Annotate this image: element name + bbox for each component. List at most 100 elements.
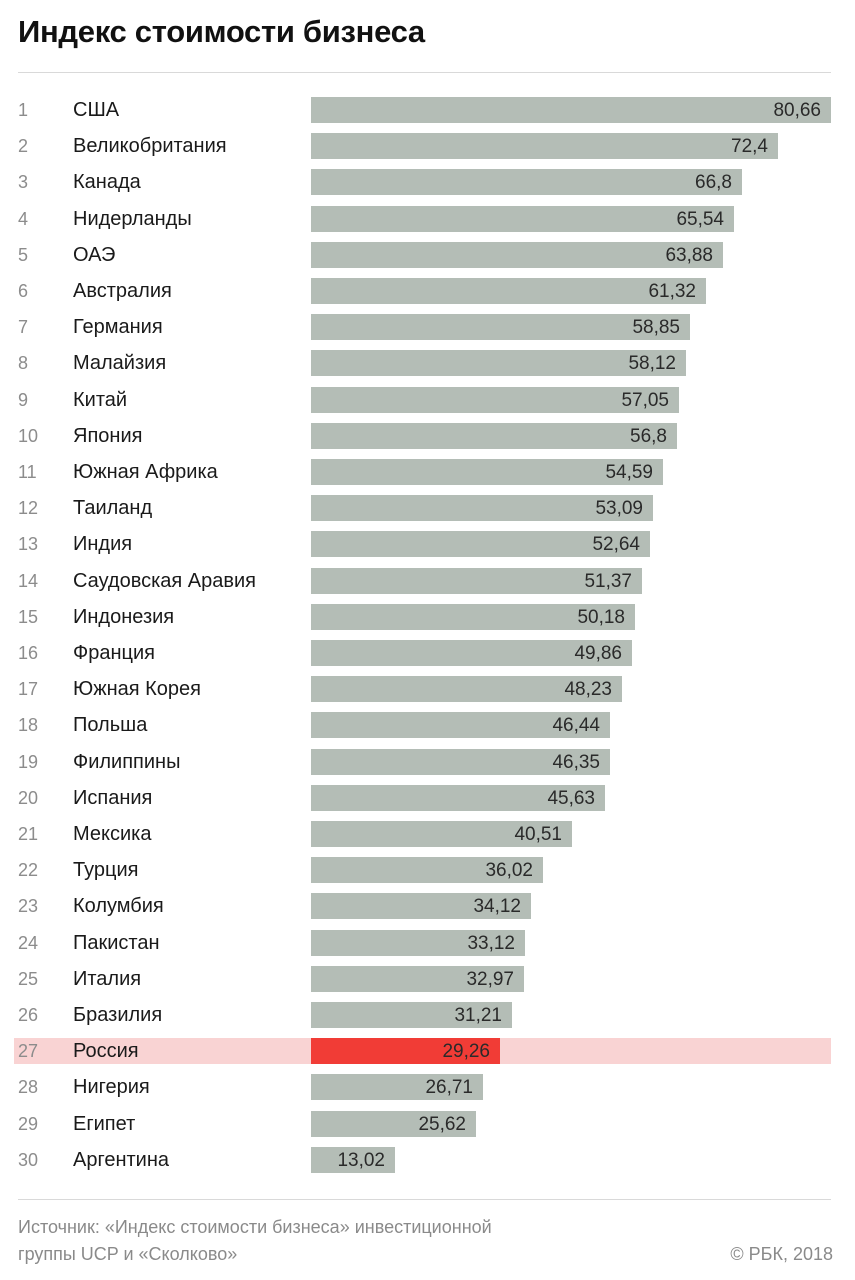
bar-row: 6 Австралия 61,32	[0, 273, 855, 309]
bar-row: 11 Южная Африка 54,59	[0, 454, 855, 490]
bar-row: 28 Нигерия 26,71	[0, 1069, 855, 1105]
value-label: 56,8	[630, 425, 667, 447]
value-label: 31,21	[454, 1005, 502, 1026]
bar	[311, 893, 531, 920]
bar-row: 25 Италия 32,97	[0, 961, 855, 997]
rank-label: 25	[18, 968, 39, 989]
value-label: 34,12	[473, 896, 521, 918]
value-label: 29,26	[442, 1041, 490, 1063]
bar-row: 10 Япония 56,8	[0, 418, 855, 454]
country-label: Мексика	[73, 823, 152, 845]
rank-label: 12	[18, 498, 39, 519]
bar-row: 22 Турция 36,02	[0, 852, 855, 888]
country-label: Россия	[73, 1040, 139, 1063]
country-label: Пакистан	[73, 931, 160, 954]
country-label: Австралия	[73, 280, 172, 302]
bar-row: 1 США 80,66	[0, 92, 855, 128]
value-label: 66,8	[695, 172, 732, 194]
rank-label: 20	[18, 787, 39, 808]
rank-label: 15	[18, 606, 39, 627]
country-label: Германия	[73, 316, 163, 339]
bar-row: 21 Мексика 40,51	[0, 816, 855, 852]
rank-label: 19	[18, 751, 39, 772]
bar	[311, 712, 610, 739]
bar	[311, 1146, 395, 1173]
country-label: Испания	[73, 786, 153, 809]
bar-row: 20 Испания 45,63	[0, 780, 855, 816]
bar	[311, 386, 679, 413]
copyright: © РБК, 2018	[730, 1244, 833, 1264]
bar-row: 8 Малайзия 58,12	[0, 345, 855, 381]
rank-label: 21	[18, 824, 39, 844]
rank-label: 23	[18, 896, 39, 917]
value-label: 49,86	[574, 643, 622, 664]
rank-label: 30	[18, 1149, 39, 1170]
bar-row: 5 ОАЭ 63,88	[0, 237, 855, 273]
source-line-1: Источник: «Индекс стоимости бизнеса» инв…	[18, 1217, 492, 1237]
country-label: Южная Корея	[73, 678, 201, 701]
value-label: 25,62	[418, 1113, 466, 1135]
bar	[311, 748, 610, 775]
value-label: 58,12	[628, 353, 676, 375]
country-label: Колумбия	[73, 895, 164, 918]
rank-label: 9	[18, 389, 29, 410]
rank-label: 14	[18, 570, 39, 591]
bar	[311, 784, 605, 811]
country-label: Южная Африка	[73, 461, 218, 483]
value-label: 45,63	[547, 787, 595, 809]
rank-label: 24	[18, 932, 39, 953]
country-label: Аргентина	[73, 1148, 169, 1171]
rank-label: 5	[18, 244, 29, 265]
bar-row: 16 Франция 49,86	[0, 635, 855, 671]
bar-row: 15 Индонезия 50,18	[0, 599, 855, 635]
rank-label: 18	[18, 715, 39, 736]
bar	[311, 603, 635, 630]
bar	[311, 567, 642, 594]
rank-label: 22	[18, 860, 39, 881]
value-label: 46,35	[552, 751, 600, 773]
country-label: Япония	[73, 424, 143, 447]
bar-row: 3 Канада 66,8	[0, 164, 855, 200]
source-note: Источник: «Индекс стоимости бизнеса» инв…	[18, 1214, 638, 1268]
rank-label: 2	[18, 136, 29, 157]
country-label: Великобритания	[73, 135, 227, 158]
source-line-2: группы UCP и «Сколково»	[18, 1244, 238, 1264]
bar-row: 13 Индия 52,64	[0, 526, 855, 562]
rank-label: 13	[18, 534, 39, 555]
bar-chart: 1 США 80,66 2 Великобритания 72,4 3 Канада 66,8 4…	[0, 92, 855, 1173]
country-label: Индонезия	[73, 605, 175, 628]
value-label: 58,85	[632, 317, 680, 339]
country-label: Нидерланды	[73, 207, 192, 230]
rank-label: 7	[18, 317, 29, 338]
bar	[311, 1110, 476, 1137]
country-label: Канада	[73, 171, 141, 194]
country-label: ОАЭ	[73, 243, 116, 266]
value-label: 13,02	[337, 1149, 385, 1171]
bar	[311, 97, 831, 123]
rank-label: 11	[18, 462, 37, 482]
rank-label: 26	[18, 1005, 39, 1025]
country-label: Египет	[73, 1112, 136, 1135]
bar	[311, 495, 653, 522]
value-label: 52,64	[592, 534, 640, 556]
value-label: 63,88	[665, 244, 713, 266]
rank-label: 1	[18, 100, 29, 120]
value-label: 51,37	[584, 570, 632, 592]
bar-row: 12 Таиланд 53,09	[0, 490, 855, 526]
value-label: 46,44	[552, 715, 600, 737]
rank-label: 8	[18, 353, 29, 374]
bar-row: 2 Великобритания 72,4	[0, 128, 855, 164]
country-label: Франция	[73, 642, 155, 664]
rank-label: 27	[18, 1041, 39, 1062]
value-label: 65,54	[676, 208, 724, 230]
top-divider	[18, 72, 831, 73]
bar-row: 24 Пакистан 33,12	[0, 925, 855, 961]
bar-row: 18 Польша 46,44	[0, 707, 855, 743]
country-label: Китай	[73, 388, 128, 411]
country-label: Индия	[73, 533, 133, 556]
value-label: 50,18	[577, 606, 625, 628]
bar-row: 26 Бразилия 31,21	[0, 997, 855, 1033]
country-label: США	[73, 99, 120, 121]
bar	[311, 205, 734, 232]
value-label: 40,51	[514, 824, 562, 845]
